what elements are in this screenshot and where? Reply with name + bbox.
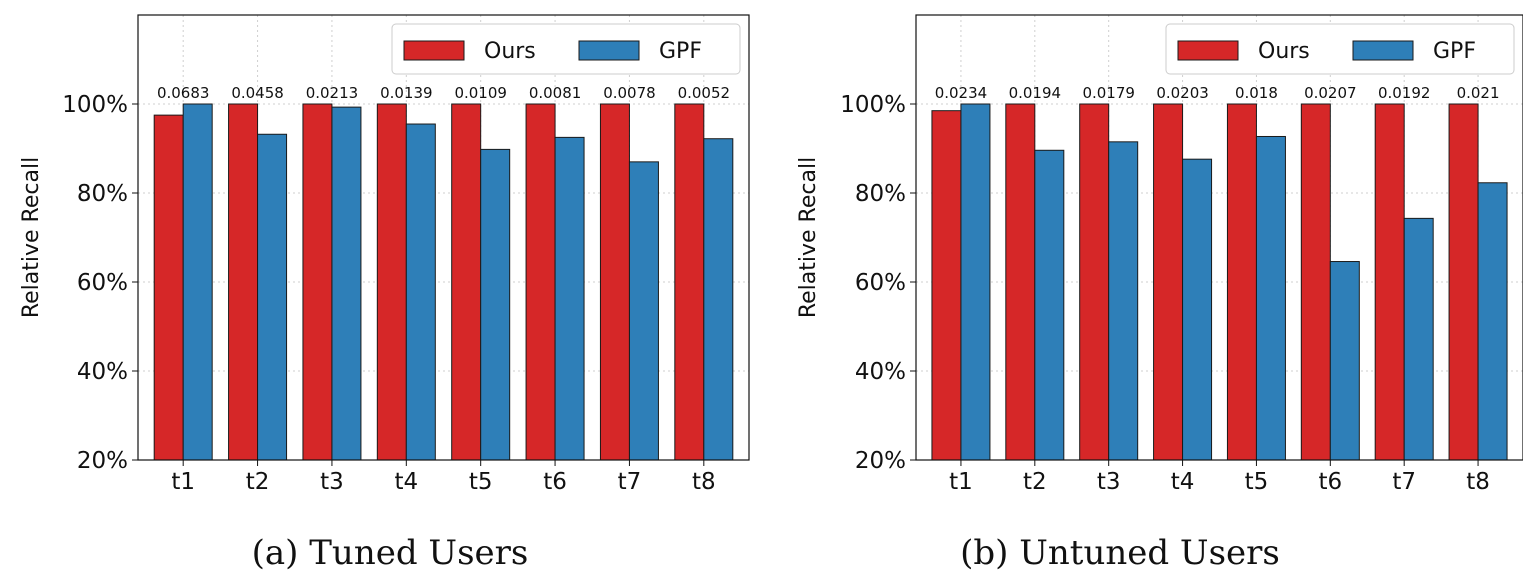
bar-ours-t5 [451, 103, 482, 461]
bar-gpf-t2 [1034, 149, 1065, 461]
x-tick-label-t8: t8 [692, 469, 716, 495]
data-label-t4: 0.0203 [1156, 84, 1209, 102]
y-tick-label: 100% [62, 92, 128, 118]
bar-ours-t4 [376, 103, 407, 461]
y-tick-label: 60% [77, 270, 128, 296]
bar-ours-t7 [1374, 103, 1405, 461]
data-label-t6: 0.0081 [529, 84, 582, 102]
bar-ours-t8 [1448, 103, 1479, 461]
bar-ours-t8 [674, 103, 705, 461]
plot-frame [915, 14, 1523, 461]
data-label-t8: 0.0052 [678, 84, 731, 102]
legend: Ours GPF [1165, 23, 1515, 75]
legend-swatch-gpf [1352, 40, 1414, 61]
bar-gpf-t1 [182, 103, 213, 461]
y-axis-label: Relative Recall [796, 157, 821, 318]
bar-ours-t3 [302, 103, 333, 461]
legend-frame [391, 23, 741, 75]
data-label-t1: 0.0234 [935, 84, 988, 102]
legend-label-gpf: GPF [1433, 39, 1476, 64]
data-label-t2: 0.0458 [231, 84, 284, 102]
data-label-t6: 0.0207 [1304, 84, 1357, 102]
x-tick-label-t2: t2 [246, 469, 270, 495]
bar-ours-t1 [931, 110, 962, 461]
bar-ours-t7 [599, 103, 630, 461]
y-tick-label: 100% [840, 92, 906, 118]
data-label-t5: 0.0109 [454, 84, 507, 102]
data-label-t3: 0.0213 [306, 84, 359, 102]
bar-gpf-t8 [703, 138, 734, 461]
bar-gpf-t1 [960, 103, 991, 461]
legend-swatch-ours [403, 40, 465, 61]
data-label-t1: 0.0683 [157, 84, 210, 102]
x-tick-label-t3: t3 [320, 469, 344, 495]
bar-gpf-t8 [1477, 182, 1508, 461]
y-axis-label: Relative Recall [19, 157, 44, 318]
caption-untuned-users: (b) Untuned Users [960, 533, 1280, 573]
bar-gpf-t2 [257, 133, 288, 461]
bar-ours-t3 [1079, 103, 1110, 461]
x-tick-label-t5: t5 [469, 469, 493, 495]
legend-label-ours: Ours [1258, 39, 1310, 64]
bar-ours-t2 [1005, 103, 1036, 461]
bar-ours-t6 [1300, 103, 1331, 461]
x-tick-label-t1: t1 [949, 469, 973, 495]
chart-untuned-users: 0.0234 0.0194 0.0179 0.0203 0.018 0.0207 0.019… [796, 14, 1523, 495]
bar-gpf-t3 [331, 106, 362, 461]
legend: Ours GPF [391, 23, 741, 75]
bar-ours-t4 [1153, 103, 1184, 461]
x-tick-label-t1: t1 [171, 469, 195, 495]
bar-gpf-t5 [1255, 135, 1286, 461]
bar-gpf-t3 [1108, 141, 1139, 461]
y-tick-label: 40% [77, 359, 128, 385]
legend-label-ours: Ours [484, 39, 536, 64]
bar-ours-t2 [228, 103, 259, 461]
data-label-t2: 0.0194 [1009, 84, 1062, 102]
chart-tuned-users: 0.0683 0.0458 0.0213 0.0139 0.0109 0.0081 0.00… [19, 14, 750, 495]
legend-frame [1165, 23, 1515, 75]
x-tick-label-t2: t2 [1023, 469, 1047, 495]
data-label-t5: 0.018 [1235, 84, 1278, 102]
y-tick-label: 80% [77, 181, 128, 207]
x-tick-label-t4: t4 [1171, 469, 1195, 495]
y-tick-label: 40% [855, 359, 906, 385]
bar-ours-t5 [1226, 103, 1257, 461]
bar-gpf-t5 [480, 148, 511, 461]
bar-gpf-t7 [1403, 217, 1434, 461]
data-label-t7: 0.0078 [603, 84, 656, 102]
data-label-t4: 0.0139 [380, 84, 433, 102]
bar-gpf-t4 [405, 123, 436, 461]
bar-gpf-t6 [1329, 261, 1360, 461]
bar-gpf-t7 [628, 161, 659, 461]
x-tick-label-t3: t3 [1097, 469, 1121, 495]
bar-gpf-t6 [554, 136, 585, 461]
legend-swatch-gpf [578, 40, 640, 61]
y-tick-label: 80% [855, 181, 906, 207]
data-label-t7: 0.0192 [1378, 84, 1431, 102]
x-tick-label-t7: t7 [618, 469, 642, 495]
bar-ours-t6 [525, 103, 556, 461]
caption-tuned-users: (a) Tuned Users [251, 533, 529, 573]
x-tick-label-t7: t7 [1392, 469, 1416, 495]
legend-swatch-ours [1177, 40, 1239, 61]
bar-ours-t1 [153, 114, 184, 461]
data-label-t3: 0.0179 [1082, 84, 1135, 102]
data-label-t8: 0.021 [1457, 84, 1500, 102]
plot-frame [137, 14, 750, 461]
x-tick-label-t4: t4 [394, 469, 418, 495]
y-tick-label: 60% [855, 270, 906, 296]
x-tick-label-t8: t8 [1466, 469, 1490, 495]
x-tick-label-t6: t6 [1318, 469, 1342, 495]
x-tick-label-t6: t6 [543, 469, 567, 495]
bar-gpf-t4 [1182, 158, 1213, 461]
y-tick-label: 20% [77, 448, 128, 474]
x-tick-label-t5: t5 [1245, 469, 1269, 495]
y-tick-label: 20% [855, 448, 906, 474]
legend-label-gpf: GPF [659, 39, 702, 64]
